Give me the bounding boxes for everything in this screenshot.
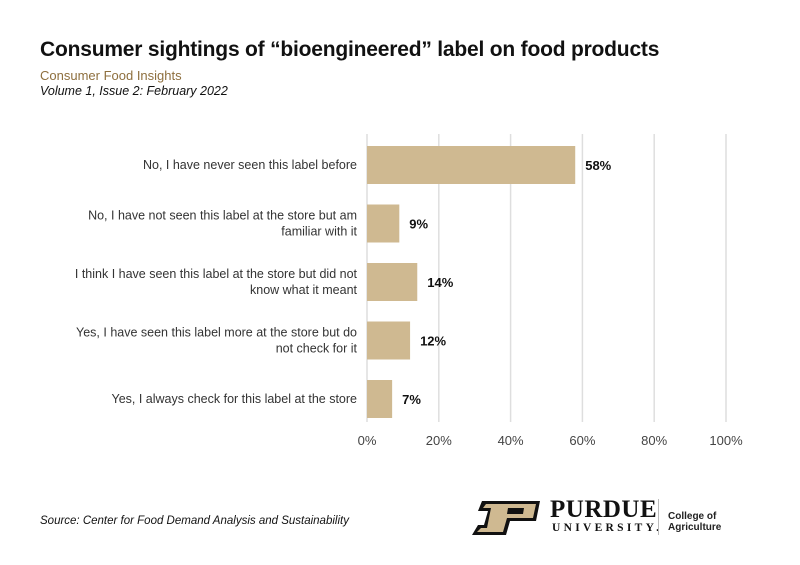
x-tick-label: 100% xyxy=(709,433,743,448)
data-label: 7% xyxy=(402,392,421,407)
x-tick-label: 80% xyxy=(641,433,667,448)
category-label: Yes, I always check for this label at th… xyxy=(112,392,358,406)
college-name: College of Agriculture xyxy=(668,511,722,533)
bar xyxy=(367,146,576,184)
purdue-p-logo-icon xyxy=(472,501,540,535)
source-note: Source: Center for Food Demand Analysis … xyxy=(40,515,349,527)
logo-divider xyxy=(658,499,659,535)
data-label: 58% xyxy=(585,158,611,173)
data-label: 12% xyxy=(420,334,446,349)
purdue-wordmark: PURDUE xyxy=(550,496,658,523)
category-label: know what it meant xyxy=(250,283,358,297)
x-tick-label: 60% xyxy=(569,433,595,448)
purdue-logo: PURDUE UNIVERSITY. College of Agricultur… xyxy=(470,495,770,540)
x-tick-label: 20% xyxy=(426,433,452,448)
category-label: I think I have seen this label at the st… xyxy=(75,267,358,281)
bar xyxy=(367,204,400,243)
category-label: Yes, I have seen this label more at the … xyxy=(76,326,357,340)
data-label: 9% xyxy=(409,217,428,232)
bar xyxy=(367,380,393,418)
bar xyxy=(367,263,418,301)
category-label: No, I have not seen this label at the st… xyxy=(88,209,357,223)
category-label: No, I have never seen this label before xyxy=(143,158,357,172)
category-label: familiar with it xyxy=(281,225,357,239)
category-label: not check for it xyxy=(276,342,358,356)
x-tick-label: 40% xyxy=(498,433,524,448)
university-wordmark: UNIVERSITY. xyxy=(552,522,663,534)
bar xyxy=(367,321,411,360)
chart-subtitle: Consumer Food Insights xyxy=(40,68,182,83)
issue-label: Volume 1, Issue 2: February 2022 xyxy=(40,84,228,98)
chart-title: Consumer sightings of “bioengineered” la… xyxy=(40,38,660,61)
x-tick-label: 0% xyxy=(358,433,377,448)
data-label: 14% xyxy=(427,275,453,290)
